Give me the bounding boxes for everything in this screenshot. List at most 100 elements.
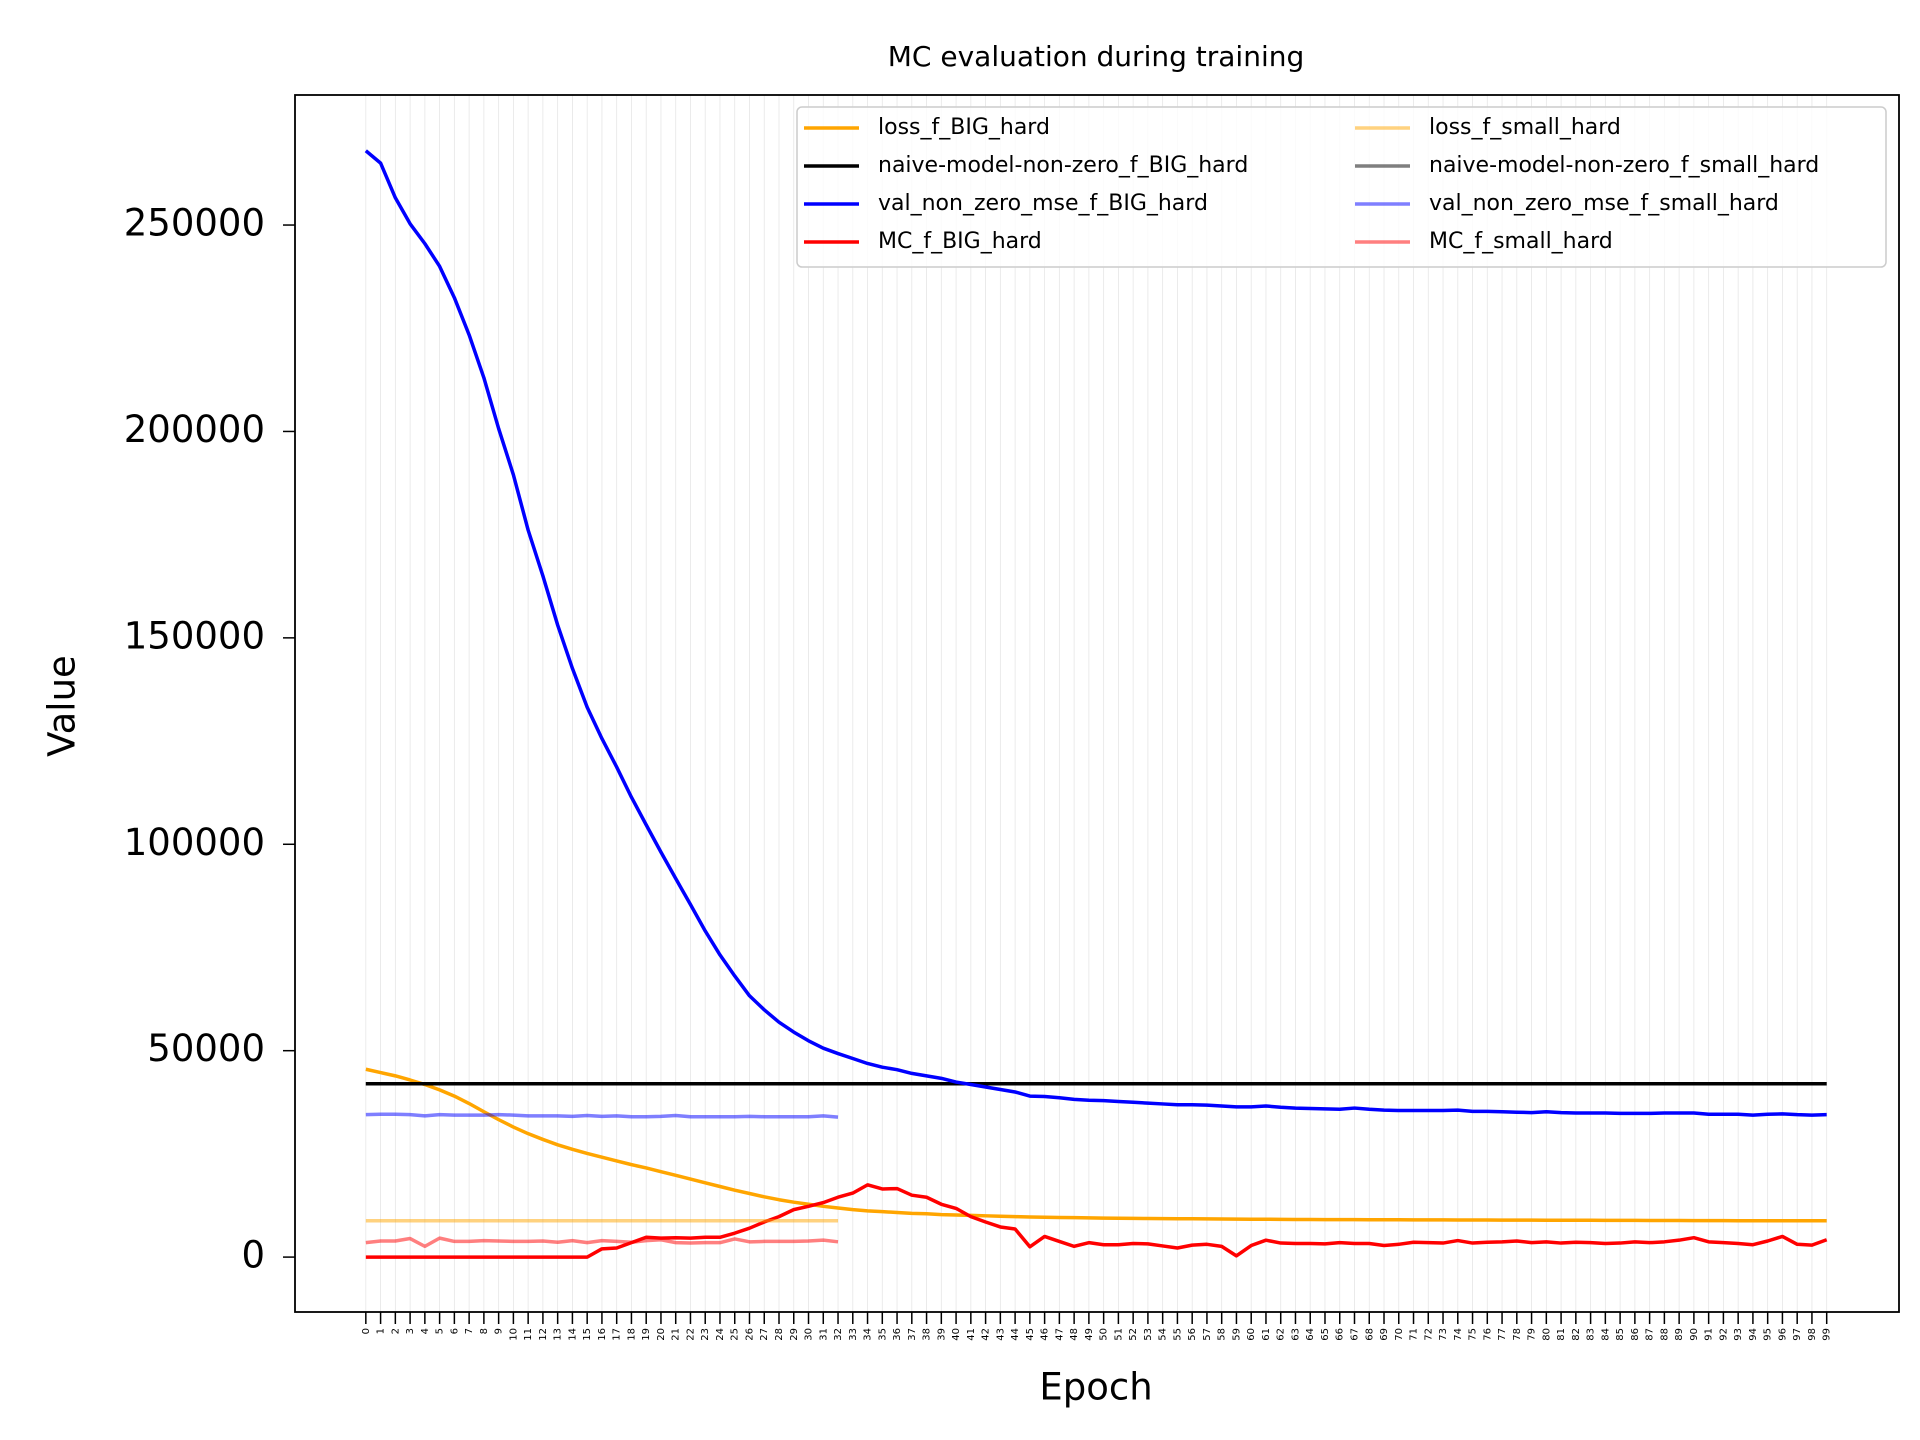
x-tick-label: 65 <box>1320 1328 1331 1341</box>
x-tick-label: 22 <box>685 1328 696 1341</box>
x-tick-label: 70 <box>1394 1328 1405 1341</box>
legend-label: val_non_zero_mse_f_small_hard <box>1429 191 1779 216</box>
x-tick-label: 45 <box>1025 1328 1036 1341</box>
x-tick-label: 54 <box>1158 1328 1169 1341</box>
series-line <box>364 149 1827 1117</box>
x-tick-label: 99 <box>1822 1328 1833 1341</box>
y-tick-label: 100000 <box>124 821 265 864</box>
x-tick-label: 42 <box>981 1328 992 1341</box>
x-tick-label: 53 <box>1143 1328 1154 1341</box>
x-tick-label: 16 <box>597 1328 608 1341</box>
x-tick-label: 19 <box>641 1328 652 1341</box>
x-tick-label: 63 <box>1290 1328 1301 1341</box>
plot-frame <box>294 94 1900 1313</box>
x-tick-label: 88 <box>1659 1328 1670 1341</box>
x-tick-label: 41 <box>966 1328 977 1341</box>
x-tick-label: 44 <box>1010 1328 1021 1341</box>
x-tick-label: 68 <box>1364 1328 1375 1341</box>
x-tick-label: 83 <box>1586 1328 1597 1341</box>
x-tick-label: 58 <box>1217 1328 1228 1341</box>
x-tick-label: 26 <box>744 1328 755 1341</box>
x-tick-label: 98 <box>1807 1328 1818 1341</box>
x-tick-label: 82 <box>1571 1328 1582 1341</box>
x-tick-label: 78 <box>1512 1328 1523 1341</box>
x-tick-label: 40 <box>951 1328 962 1341</box>
x-tick-label: 57 <box>1202 1328 1213 1341</box>
x-tick-label: 17 <box>612 1328 623 1341</box>
legend-label: loss_f_small_hard <box>1429 115 1621 140</box>
x-tick-label: 38 <box>922 1328 933 1341</box>
x-tick-label: 3 <box>405 1328 416 1334</box>
x-tick-label: 91 <box>1704 1328 1715 1341</box>
x-tick-label: 46 <box>1040 1328 1051 1341</box>
x-tick-label: 10 <box>508 1328 519 1341</box>
x-tick-label: 7 <box>464 1328 475 1334</box>
x-tick-label: 96 <box>1777 1328 1788 1341</box>
x-tick-label: 1 <box>376 1328 387 1334</box>
series-line <box>365 1067 1827 1223</box>
x-tick-label: 6 <box>449 1328 460 1334</box>
chart-title: MC evaluation during training <box>888 40 1305 73</box>
x-tick-label: 69 <box>1379 1328 1390 1341</box>
x-tick-label: 5 <box>435 1328 446 1334</box>
x-tick-label: 24 <box>715 1328 726 1341</box>
x-tick-label: 28 <box>774 1328 785 1341</box>
x-tick-label: 0 <box>361 1328 372 1334</box>
x-tick-label: 67 <box>1349 1328 1360 1341</box>
x-tick-label: 43 <box>995 1328 1006 1341</box>
x-tick-label: 94 <box>1748 1328 1759 1341</box>
x-tick-label: 64 <box>1305 1328 1316 1341</box>
x-tick-label: 48 <box>1069 1328 1080 1341</box>
legend-box <box>796 106 1887 268</box>
x-tick-label: 89 <box>1674 1328 1685 1341</box>
legend-label: MC_f_BIG_hard <box>878 229 1042 254</box>
x-tick-label: 75 <box>1468 1328 1479 1341</box>
x-tick-label: 72 <box>1423 1328 1434 1341</box>
x-tick-label: 51 <box>1113 1328 1124 1341</box>
x-tick-label: 39 <box>936 1328 947 1341</box>
x-tick-label: 56 <box>1187 1328 1198 1341</box>
x-tick-label: 23 <box>700 1328 711 1341</box>
x-tick-label: 60 <box>1246 1328 1257 1341</box>
x-tick-label: 29 <box>789 1328 800 1341</box>
y-axis-label: Value <box>41 655 84 757</box>
x-tick-label: 30 <box>804 1328 815 1341</box>
x-tick-label: 87 <box>1645 1328 1656 1341</box>
series-line <box>365 1112 839 1119</box>
x-tick-label: 80 <box>1541 1328 1552 1341</box>
x-tick-label: 25 <box>730 1328 741 1341</box>
x-tick-label: 8 <box>479 1328 490 1334</box>
x-tick-label: 18 <box>626 1328 637 1341</box>
x-tick-label: 77 <box>1497 1328 1508 1341</box>
y-tick-label: 250000 <box>124 202 265 245</box>
x-tick-label: 20 <box>656 1328 667 1341</box>
x-tick-label: 14 <box>567 1328 578 1341</box>
legend-label: MC_f_small_hard <box>1429 229 1613 254</box>
x-tick-label: 36 <box>892 1328 903 1341</box>
legend-label: val_non_zero_mse_f_BIG_hard <box>878 191 1208 216</box>
x-tick-label: 11 <box>523 1328 534 1341</box>
x-tick-label: 32 <box>833 1328 844 1341</box>
series-line <box>365 1183 1828 1259</box>
x-tick-label: 61 <box>1261 1328 1272 1341</box>
x-tick-label: 86 <box>1630 1328 1641 1341</box>
x-tick-label: 62 <box>1276 1328 1287 1341</box>
x-tick-label: 2 <box>390 1328 401 1334</box>
x-tick-label: 47 <box>1054 1328 1065 1341</box>
legend-label: loss_f_BIG_hard <box>878 115 1050 140</box>
x-tick-label: 37 <box>907 1328 918 1341</box>
x-tick-label: 74 <box>1453 1328 1464 1341</box>
x-tick-label: 33 <box>848 1328 859 1341</box>
x-axis-label: Epoch <box>1039 1366 1152 1409</box>
y-tick-label: 200000 <box>124 408 265 451</box>
x-tick-label: 13 <box>553 1328 564 1341</box>
x-tick-label: 35 <box>877 1328 888 1341</box>
x-tick-label: 76 <box>1482 1328 1493 1341</box>
x-tick-label: 49 <box>1084 1328 1095 1341</box>
x-tick-label: 79 <box>1527 1328 1538 1341</box>
x-tick-label: 50 <box>1099 1328 1110 1341</box>
legend: loss_f_BIG_hard naive-model-non-zero_f_BI… <box>796 106 1887 268</box>
x-tick-label: 55 <box>1172 1328 1183 1341</box>
x-tick-label: 59 <box>1231 1328 1242 1341</box>
x-tick-label: 84 <box>1600 1328 1611 1341</box>
